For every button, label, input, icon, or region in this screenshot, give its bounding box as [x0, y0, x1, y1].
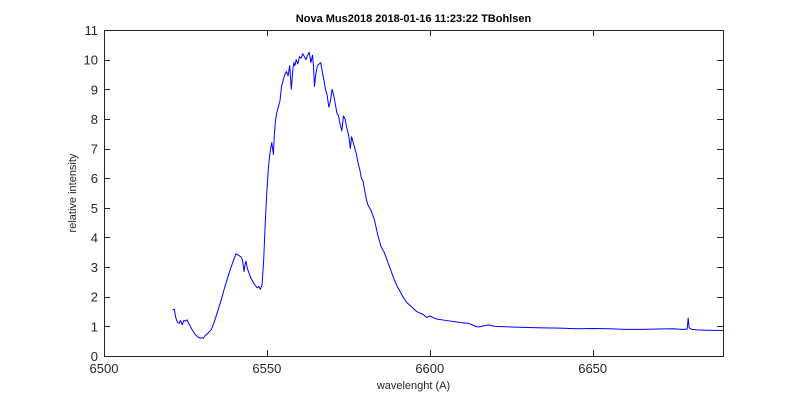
spectrum-line — [172, 51, 724, 339]
plot-box — [104, 30, 724, 357]
chart-title: Nova Mus2018 2018-01-16 11:23:22 TBohlse… — [296, 13, 532, 25]
x-tick-label: 6650 — [578, 361, 607, 376]
y-tick-label: 4 — [91, 230, 98, 245]
y-tick-label: 2 — [91, 290, 98, 305]
y-tick-label: 9 — [91, 82, 98, 97]
y-tick-label: 11 — [85, 23, 99, 38]
x-tick-label: 6500 — [90, 361, 119, 376]
y-tick-label: 5 — [91, 201, 98, 216]
y-tick-label: 3 — [91, 260, 98, 275]
ticks-layer: 6500 6550 6600 6650 0 1 2 3 4 5 6 7 8 9 10 11 — [84, 23, 723, 376]
y-tick-label: 10 — [84, 53, 98, 68]
y-tick-label: 8 — [91, 112, 98, 127]
y-tick-label: 7 — [91, 142, 98, 157]
y-tick-label: 0 — [91, 349, 98, 364]
y-tick-label: 6 — [91, 171, 98, 186]
x-tick-label: 6600 — [415, 361, 444, 376]
x-tick-label: 6550 — [252, 361, 281, 376]
y-axis-label: relative intensity — [67, 153, 79, 232]
series-layer — [172, 51, 724, 339]
x-axis-label: wavelenght (A) — [376, 380, 450, 392]
y-tick-label: 1 — [91, 319, 98, 334]
